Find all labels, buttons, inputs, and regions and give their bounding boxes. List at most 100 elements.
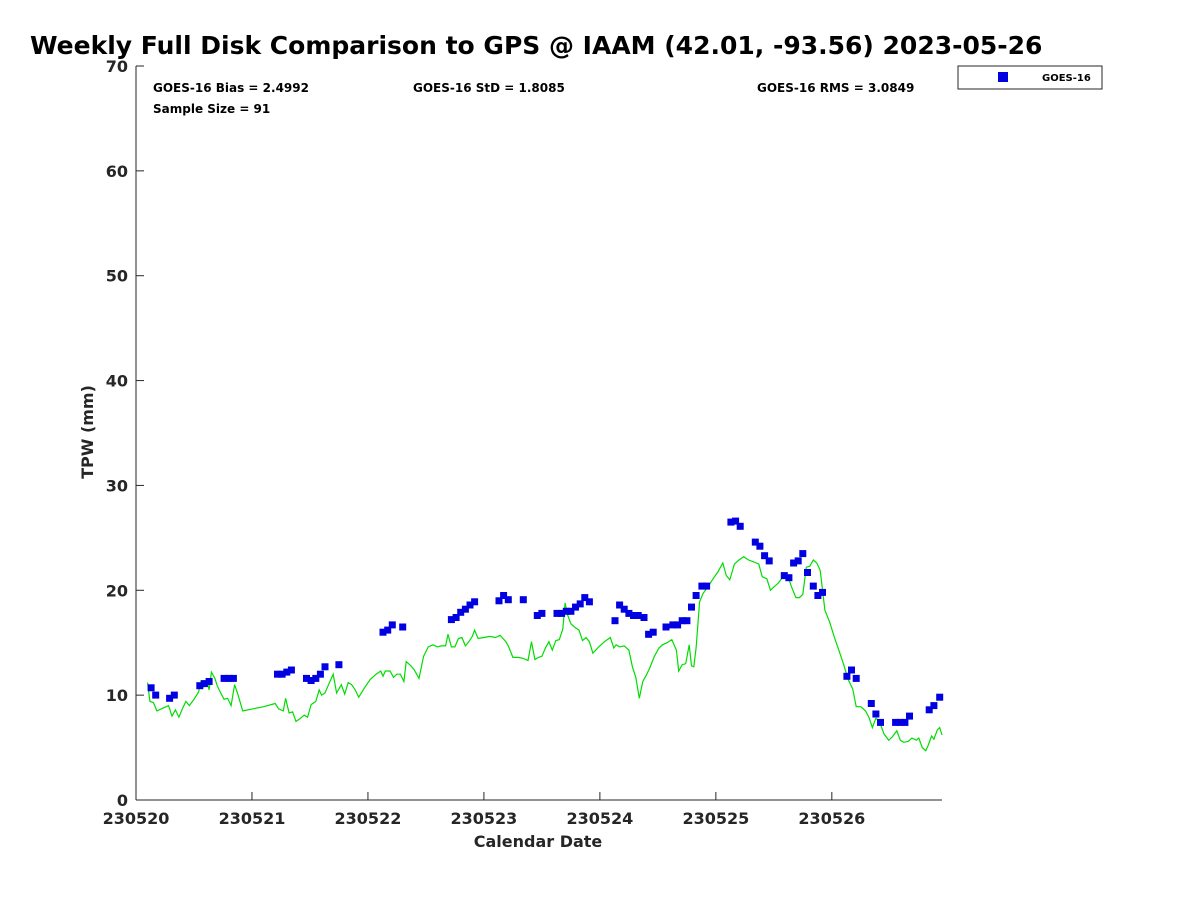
goes16-point [794,557,802,565]
goes16-point [399,623,407,631]
goes16-point [205,678,213,685]
goes16-point [538,609,546,617]
goes16-point [780,572,788,580]
goes16-point [698,582,706,590]
goes16-point [500,592,508,599]
goes16-point [819,588,826,596]
goes16-point [662,623,670,631]
goes16-point [457,608,465,616]
goes16-point [379,628,387,636]
goes16-point [533,612,541,619]
x-tick-label: 230524 [566,809,633,828]
goes16-point [756,542,764,550]
x-tick-label: 230521 [219,809,286,828]
goes16-point [814,592,822,599]
goes16-point [316,670,324,678]
goes16-point [799,550,807,558]
x-tick-label: 230520 [103,809,170,828]
goes16-point [688,603,695,611]
goes16-point [761,552,769,560]
goes16-point [611,617,619,625]
goes16-point [683,617,691,625]
y-tick-label: 0 [117,791,128,810]
legend-marker-goes16 [998,72,1008,82]
goes16-point [200,680,208,688]
std-stat: GOES-16 StD = 1.8085 [413,81,565,95]
goes16-point [307,677,315,684]
goes16-point [616,601,624,609]
goes16-point [785,574,793,582]
goes16-point [896,718,904,726]
goes16-point [901,718,909,726]
goes16-point [867,700,875,707]
y-tick-label: 40 [106,372,128,391]
y-axis-ticks: 0 10 20 30 40 50 60 70 [106,57,144,810]
y-axis-label: TPW (mm) [78,385,97,479]
goes16-point [852,674,860,682]
y-tick-label: 50 [106,267,128,286]
goes16-point [447,616,455,624]
goes16-point [147,684,155,692]
goes16-point [703,582,711,590]
goes16-point [278,670,286,678]
goes16-point [572,603,579,611]
goes16-point [225,674,233,682]
goes16-point [669,621,677,629]
goes16-point [283,668,291,676]
goes16-point [930,702,938,710]
goes16-point [625,609,633,617]
x-tick-label: 230525 [682,809,749,828]
legend: GOES-16 [957,65,1103,90]
goes16-point [678,617,686,625]
goes16-point [384,626,392,634]
goes16-point [649,628,657,636]
goes16-point [335,661,343,669]
goes16-point [843,672,851,680]
goes16-point [170,691,178,699]
goes16-point [620,605,628,613]
x-tick-label: 230523 [451,809,518,828]
goes16-point [553,609,561,617]
axes-background [136,66,942,800]
goes16-point [519,596,527,604]
goes16-point [196,682,204,690]
goes16-point [804,569,811,576]
plot-area: 0 10 20 30 40 50 60 70 230520 230521 230522 230523… [103,57,944,828]
goes16-point [872,710,880,718]
x-axis-label: Calendar Date [474,832,603,851]
goes16-point [452,614,460,621]
goes16-point [877,718,884,726]
y-tick-label: 20 [106,581,128,600]
legend-label-goes16: GOES-16 [1042,73,1091,84]
goes16-point [321,663,329,671]
goes16-point [640,614,648,621]
goes16-point [727,518,735,526]
y-tick-label: 70 [106,57,128,76]
goes16-point [892,718,900,726]
goes16-point [220,674,228,682]
x-axis-ticks: 230520 230521 230522 230523 230524 230525 2305… [103,792,865,828]
goes16-point [645,630,653,638]
goes16-point [751,538,759,546]
goes16-point [562,607,570,615]
x-tick-label: 230526 [798,809,865,828]
goes16-point [466,601,474,609]
goes16-point [567,607,575,615]
goes16-point [936,693,944,701]
sample-size-stat: Sample Size = 91 [153,102,270,116]
goes16-point [925,706,933,714]
goes16-point [585,598,593,606]
goes16-point [732,517,740,525]
chart-title: Weekly Full Disk Comparison to GPS @ IAA… [30,31,1042,60]
legend-box [957,65,1103,90]
goes16-point [906,712,913,720]
gps-tpw-line [147,555,943,752]
y-tick-label: 60 [106,162,128,181]
goes16-point [287,666,295,674]
goes16-point [388,621,396,629]
goes16-point [809,582,817,590]
goes16-point [166,694,174,702]
goes16-point [471,598,479,606]
goes16-point [581,594,589,602]
